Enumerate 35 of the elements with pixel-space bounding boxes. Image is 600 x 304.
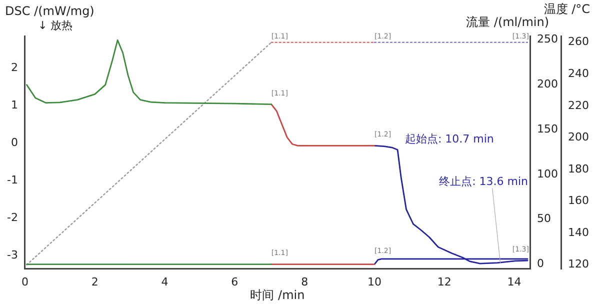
y3-tick-label: 200: [568, 130, 590, 144]
y-axis-title: DSC /(mW/mg): [5, 4, 94, 18]
y2-axis-title: 流量 /(ml/min): [466, 15, 550, 29]
y2-tick-label: 100: [537, 167, 558, 180]
x-tick-label: 4: [161, 275, 168, 288]
x-tick-label: 14: [507, 275, 522, 288]
y3-tick-label: 140: [568, 226, 590, 239]
y2-tick-label: 200: [537, 77, 558, 90]
y-tick-label: -1: [7, 173, 18, 186]
y2-tick-label: 0: [537, 257, 544, 270]
y-tick-label: -2: [7, 210, 18, 224]
y-tick-label: -3: [7, 248, 18, 262]
y2-tick-label: 50: [537, 212, 552, 226]
x-tick-label: 12: [437, 275, 452, 288]
y-tick-label: 1: [10, 98, 18, 112]
y3-tick-label: 260: [568, 35, 590, 48]
annotation: 起始点: 10.7 min: [404, 132, 494, 146]
x-tick-label: 10: [367, 275, 382, 288]
x-axis-title: 时间 /min: [250, 288, 305, 302]
y3-tick-label: 180: [568, 162, 590, 176]
text: ↓ 放热: [38, 19, 73, 32]
y3-tick-label: 240: [568, 66, 590, 80]
y3-tick-label: 160: [568, 194, 590, 208]
y2-tick-label: 150: [537, 122, 558, 136]
y3-tick-label: 120: [568, 258, 590, 271]
x-tick-label: 0: [21, 275, 28, 288]
y3-tick-label: 220: [568, 98, 590, 112]
y-tick-label: 0: [10, 136, 18, 149]
y-tick-label: 2: [10, 60, 18, 74]
y3-axis-title: 温度 /°C: [544, 2, 590, 16]
x-tick-label: 6: [231, 275, 238, 288]
x-tick-label: 2: [91, 275, 98, 288]
y2-tick-label: 250: [537, 32, 558, 46]
x-tick-label: 8: [301, 275, 308, 288]
annotation: 终止点: 13.6 min: [439, 175, 528, 188]
